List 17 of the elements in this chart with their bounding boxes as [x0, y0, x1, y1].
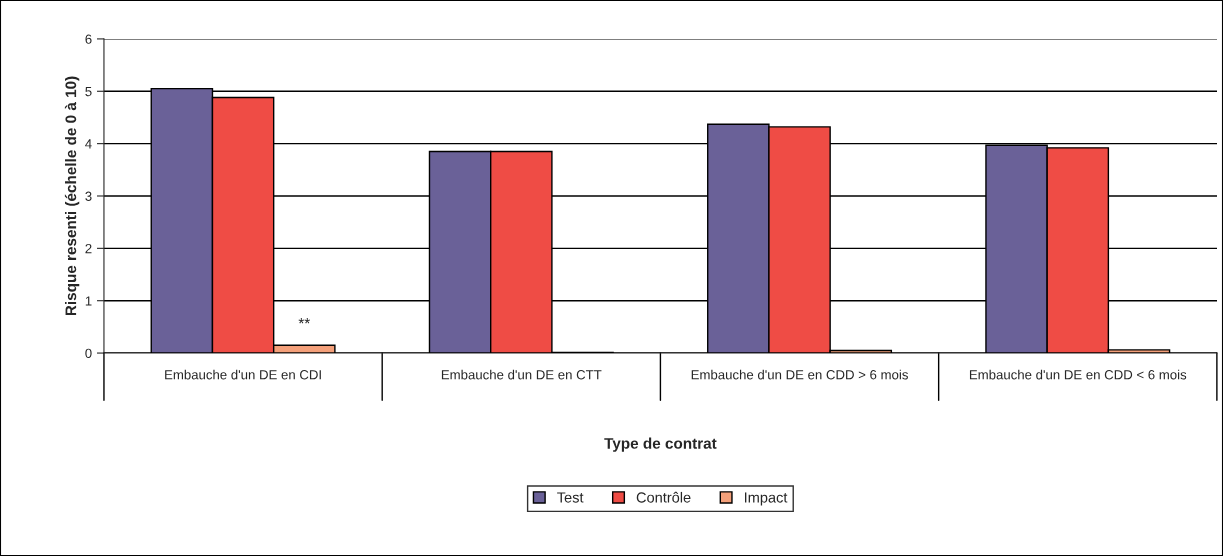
x-tick-label: Embauche d'un DE en CTT — [441, 369, 602, 380]
legend-label: Test — [557, 492, 584, 503]
x-tick-label: Embauche d'un DE en CDI — [165, 369, 321, 380]
y-tick-label: 5 — [85, 86, 92, 97]
x-tick-label: Embauche d'un DE en CDD > 6 mois — [691, 369, 908, 380]
y-tick-label: 6 — [85, 34, 92, 44]
x-axis-title: Type de contrat — [604, 437, 717, 452]
y-axis-title: Risque resenti (échelle de 0 à 10) — [64, 76, 80, 316]
y-tick-label: 0 — [85, 348, 92, 358]
annotation: ** — [298, 318, 310, 324]
y-tick-label: 3 — [85, 191, 92, 201]
x-tick-label: Embauche d'un DE en CDD < 6 mois — [969, 369, 1187, 380]
y-tick-label: 4 — [85, 139, 92, 149]
legend-label: Contrôle — [636, 491, 691, 503]
y-tick-label: 2 — [85, 243, 92, 254]
y-tick-label: 1 — [85, 296, 92, 306]
legend-label: Impact — [744, 492, 788, 506]
